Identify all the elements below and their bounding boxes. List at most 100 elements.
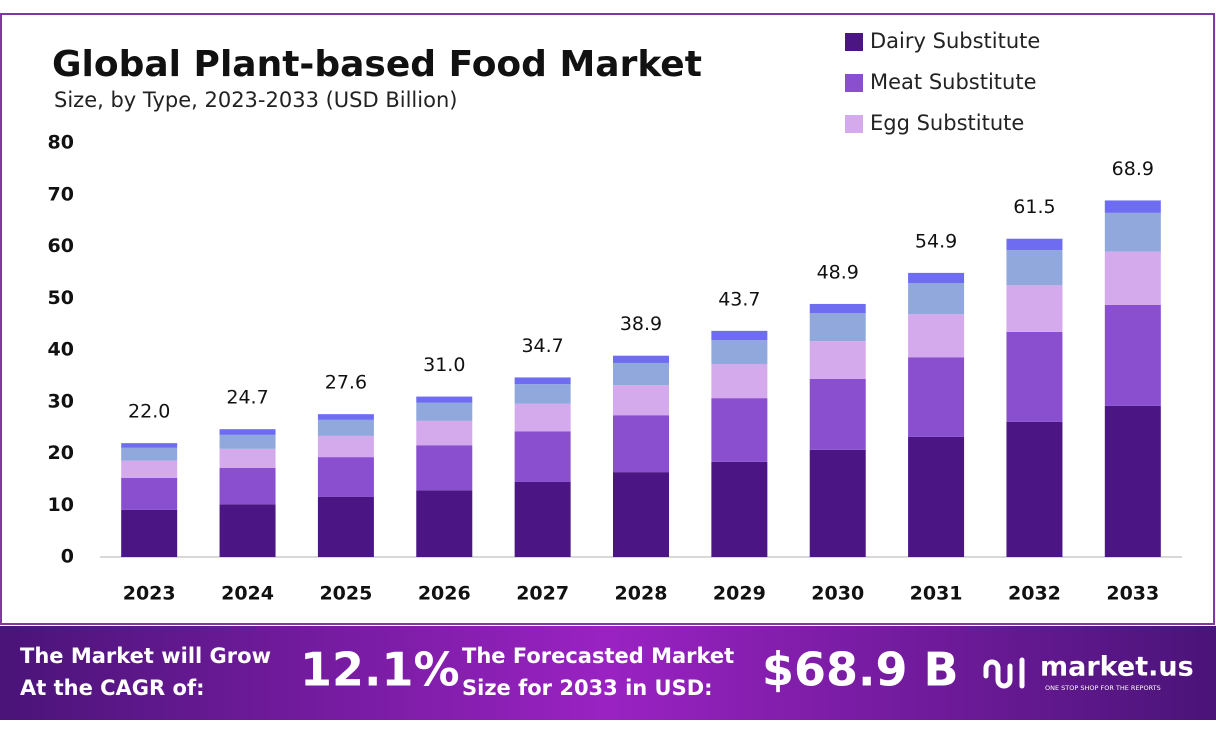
bar-segment (613, 415, 669, 473)
bar-segment (613, 385, 669, 416)
x-tick-label: 2023 (123, 583, 176, 605)
bar-segment (1006, 238, 1063, 251)
bar-segment (514, 481, 571, 557)
bar-segment (219, 434, 276, 449)
bar-segment (514, 384, 571, 404)
y-tick-label: 60 (48, 235, 74, 257)
bar-segment (121, 460, 178, 478)
bar-segment (416, 420, 473, 446)
bar-segment (908, 314, 965, 358)
bar-segment (219, 448, 276, 468)
bar-segment (416, 490, 473, 557)
bar-segment (514, 377, 571, 385)
bar-segment (514, 403, 571, 432)
legend-swatch (845, 115, 863, 133)
x-tick-label: 2029 (713, 583, 766, 605)
bar-segment (121, 477, 178, 510)
y-tick-label: 80 (48, 132, 74, 154)
bar-segment (809, 313, 866, 342)
legend-swatch (845, 33, 863, 51)
bar-segment (219, 467, 276, 505)
total-label: 31.0 (423, 354, 465, 376)
bar-segment (1006, 285, 1063, 332)
bar-segment (1104, 405, 1161, 557)
y-tick-label: 50 (48, 287, 74, 309)
bar-segment (908, 283, 965, 315)
bar-segment (416, 445, 473, 491)
bar-segment (711, 398, 768, 462)
y-tick-label: 40 (48, 339, 74, 361)
brand-logo (983, 657, 1025, 689)
x-tick-label: 2030 (811, 583, 864, 605)
total-label: 43.7 (718, 288, 760, 310)
bar-segment (121, 443, 178, 448)
footer-banner (0, 626, 1216, 720)
total-label: 34.7 (521, 335, 563, 357)
x-tick-label: 2024 (221, 583, 274, 605)
frame (0, 13, 1215, 625)
x-tick-label: 2032 (1008, 583, 1061, 605)
plot: 0102030405060708022.0202324.7202427.6202… (48, 29, 1182, 605)
total-label: 48.9 (817, 261, 859, 283)
bar-segment (809, 378, 866, 450)
total-label: 38.9 (620, 313, 662, 335)
bar-segment (711, 363, 768, 399)
bar-segment (1006, 331, 1063, 422)
x-tick-label: 2027 (516, 583, 569, 605)
bar-segment (809, 341, 866, 379)
footer-text: The Market will Grow (20, 644, 271, 668)
bar-segment (809, 449, 866, 557)
bar-segment (416, 402, 473, 421)
total-label: 54.9 (915, 230, 957, 252)
bar-segment (317, 457, 374, 497)
bar-segment (908, 272, 965, 284)
brand-tagline: ONE STOP SHOP FOR THE REPORTS (1045, 684, 1161, 692)
brand-name: market.us (1040, 652, 1194, 683)
footer-text: Size for 2033 in USD: (462, 676, 713, 700)
x-tick-label: 2031 (910, 583, 963, 605)
legend-label: Dairy Substitute (870, 29, 1040, 53)
y-tick-label: 0 (61, 546, 74, 568)
bar-segment (317, 496, 374, 557)
bar-segment (219, 429, 276, 435)
footer-text: At the CAGR of: (20, 676, 205, 700)
bar-segment (1006, 421, 1063, 557)
total-label: 68.9 (1112, 158, 1154, 180)
bar-segment (219, 504, 276, 557)
bar-segment (317, 414, 374, 420)
y-tick-label: 30 (48, 390, 74, 412)
bar-segment (317, 419, 374, 436)
bar-segment (711, 330, 768, 341)
total-label: 27.6 (325, 372, 367, 394)
legend-label: Egg Substitute (870, 111, 1024, 135)
bar-segment (613, 355, 669, 363)
chart-title: Global Plant-based Food Market (52, 44, 702, 85)
total-label: 22.0 (128, 401, 170, 423)
bar-segment (416, 396, 473, 403)
legend-label: Meat Substitute (870, 70, 1037, 94)
bar-segment (1104, 200, 1161, 213)
bar-segment (613, 472, 669, 557)
total-label: 61.5 (1013, 196, 1055, 218)
footer-value: 12.1% (300, 643, 460, 697)
bar-segment (1006, 250, 1063, 286)
footer-text: The Forecasted Market (462, 644, 734, 668)
y-tick-label: 10 (48, 494, 74, 516)
total-label: 24.7 (226, 387, 268, 409)
bar-segment (711, 461, 768, 557)
bar-segment (121, 447, 178, 461)
chart-subtitle: Size, by Type, 2023-2033 (USD Billion) (54, 88, 457, 112)
footer-value: $68.9 B (762, 643, 959, 697)
bar-segment (121, 509, 178, 557)
x-tick-label: 2033 (1106, 583, 1159, 605)
y-tick-label: 70 (48, 183, 74, 205)
bar-segment (317, 435, 374, 458)
bar-segment (809, 303, 866, 314)
legend-swatch (845, 74, 863, 92)
bar-segment (711, 340, 768, 364)
x-tick-label: 2025 (319, 583, 372, 605)
y-tick-label: 20 (48, 442, 74, 464)
x-tick-label: 2026 (418, 583, 471, 605)
x-tick-label: 2028 (615, 583, 668, 605)
